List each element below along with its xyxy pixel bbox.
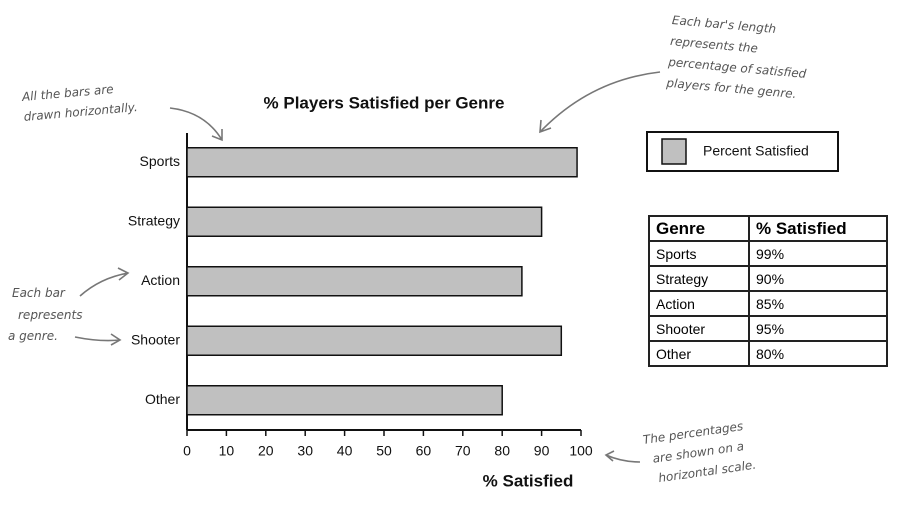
bar [186,147,578,178]
arrow [79,267,130,297]
bar [186,385,503,416]
table-row: Strategy 90% [648,265,888,292]
arrow [74,333,122,346]
table-cell: Sports [648,240,750,267]
bar [186,206,543,237]
table-header: % Satisfied [748,215,888,242]
y-tick-label: Action [141,272,180,288]
annotation-line: a genre. [8,329,58,343]
x-tick-label: 90 [534,443,550,459]
annotation-line: All the bars are [20,82,114,104]
y-tick-label: Other [145,391,180,407]
legend-label: Percent Satisfied [703,143,809,159]
x-tick-label: 10 [219,443,235,459]
annotation-line: drawn horizontally. [23,99,138,123]
legend-swatch [661,138,687,165]
table-cell: Shooter [648,315,750,342]
x-tick-label: 50 [376,443,392,459]
table-cell: 80% [748,340,888,367]
annotation-line: players for the genre. [665,75,797,100]
y-tick-label: Strategy [128,212,180,228]
table-header: Genre [648,215,750,242]
x-tick-label: 0 [183,443,191,459]
table-header-row: Genre % Satisfied [648,215,888,242]
annotation-line: represents [18,308,82,322]
bar [186,266,523,297]
table-cell: Action [648,290,750,317]
arrow [604,450,641,463]
data-table: Genre % Satisfied Sports 99% Strategy 90% … [648,215,888,367]
table-cell: 99% [748,240,888,267]
annotation: The percentages are shown on a horizonta… [642,417,757,486]
arrow [169,107,223,142]
x-tick-label: 40 [337,443,353,459]
x-tick-label: 100 [569,443,593,459]
x-axis-title: % Satisfied [483,471,574,490]
x-tick-label: 30 [297,443,313,459]
x-tick-label: 70 [455,443,471,459]
x-tick-label: 80 [494,443,510,459]
table-cell: 85% [748,290,888,317]
annotation-line: represents the [670,33,759,55]
y-tick-label: Sports [140,153,180,169]
table-row: Action 85% [648,290,888,317]
table-row: Sports 99% [648,240,888,267]
table-cell: Strategy [648,265,750,292]
table-cell: Other [648,340,750,367]
table-row: Other 80% [648,340,888,367]
annotation: Each bar represents a genre. [8,286,86,343]
annotation: All the bars are drawn horizontally. [20,80,138,124]
arrow [539,71,661,134]
y-tick-label: Shooter [131,331,180,347]
annotation-line: Each bar [12,286,66,300]
x-tick-label: 20 [258,443,274,459]
table-cell: 90% [748,265,888,292]
x-tick-label: 60 [416,443,432,459]
table-cell: 95% [748,315,888,342]
table-row: Shooter 95% [648,315,888,342]
annotation: Each bar's length represents the percent… [665,12,814,101]
bar [186,325,563,356]
chart-title: % Players Satisfied per Genre [264,93,505,112]
annotation-line: Each bar's length [671,13,776,36]
